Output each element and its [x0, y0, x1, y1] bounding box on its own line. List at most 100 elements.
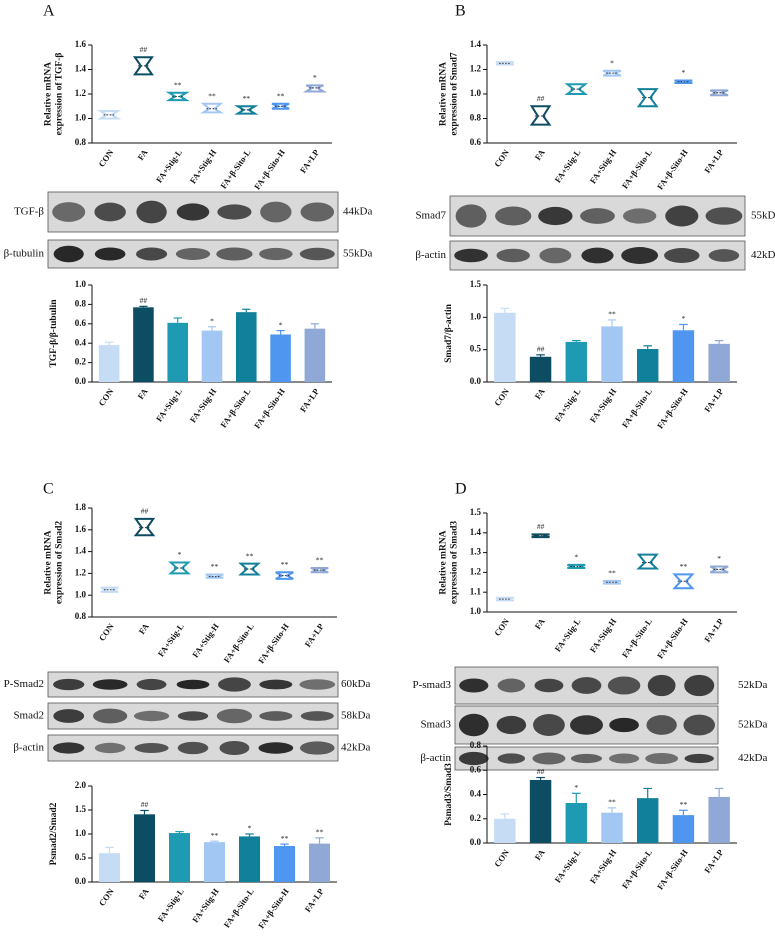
violin	[302, 84, 327, 93]
significance-label: **	[608, 798, 616, 807]
significance-label: ##	[537, 767, 545, 776]
bar	[601, 326, 623, 382]
panel-label: B	[455, 3, 466, 20]
x-tick-label: FA+LP	[298, 387, 321, 414]
bar	[98, 345, 120, 382]
y-tick-label: 1.0	[470, 311, 482, 321]
blot-band	[684, 674, 715, 697]
y-tick-label: 1.5	[470, 279, 482, 289]
significance-label: *	[610, 58, 614, 67]
y-axis-label: Relative mRNA	[44, 530, 54, 594]
blot-band	[299, 247, 335, 261]
violin	[271, 102, 290, 110]
blot-band	[683, 714, 715, 736]
panel-label: D	[455, 481, 467, 498]
blot-band	[496, 248, 530, 263]
bar	[494, 818, 516, 843]
y-tick-label: 1.4	[75, 546, 87, 556]
blot-band	[458, 713, 489, 737]
x-tick-label: FA+Stig-L	[156, 886, 186, 923]
blot-band	[622, 208, 657, 224]
y-tick-label: 0.8	[75, 611, 87, 621]
bar	[134, 814, 155, 882]
y-tick-label: 0.6	[75, 318, 87, 328]
violin	[132, 56, 154, 76]
violin	[564, 83, 589, 95]
blot-label: β-actin	[420, 752, 451, 764]
blot-band	[299, 741, 335, 755]
x-tick-label: FA+β-Sito-L	[218, 386, 252, 429]
blot-band	[93, 708, 128, 724]
blot-kda: 52kDa	[738, 719, 767, 731]
y-tick-label: 1.0	[470, 88, 482, 98]
blot-band	[259, 711, 293, 721]
y-tick-label: 0.2	[75, 357, 87, 367]
blot-band	[608, 753, 640, 764]
blot-band	[217, 204, 252, 220]
blot-label: β-actin	[13, 742, 44, 754]
bar	[565, 802, 587, 843]
y-tick-label: 0.4	[75, 337, 87, 347]
significance-label: *	[574, 553, 578, 562]
x-tick-label: FA+LP	[298, 148, 321, 175]
blot-band	[176, 679, 210, 690]
x-tick-label: FA	[532, 847, 547, 862]
x-tick-label: FA+Stig-L	[552, 147, 582, 184]
blot-kda: 42kDa	[751, 249, 775, 261]
blot-band	[665, 205, 699, 227]
y-tick-label: 1.2	[470, 566, 482, 576]
blot-label: Smad7	[415, 210, 446, 222]
blot-kda: 42kDa	[341, 742, 370, 754]
y-tick-label: 1.6	[75, 524, 87, 534]
y-axis-label: Psmad3/Smad3	[444, 763, 454, 826]
violin	[133, 517, 156, 537]
x-tick-label: FA+β-Sito-L	[221, 621, 255, 664]
blot-band	[570, 753, 603, 764]
blot-band	[532, 752, 566, 765]
blot-kda: 44kDa	[343, 206, 372, 218]
x-tick-label: FA+LP	[702, 617, 725, 644]
blot-band	[607, 676, 641, 695]
bar	[167, 322, 188, 382]
blot-kda: 55kDa	[343, 248, 372, 260]
significance-label: **	[208, 92, 216, 101]
significance-label: **	[608, 310, 616, 319]
x-tick-label: CON	[96, 147, 116, 169]
y-tick-label: 1.4	[470, 39, 482, 49]
bar	[304, 328, 326, 382]
y-axis-label: Relative mRNA	[439, 62, 449, 126]
blot-band	[136, 678, 167, 691]
blot-band	[569, 715, 604, 735]
bar	[529, 779, 552, 843]
y-axis-label: expression of Smad7	[450, 52, 460, 135]
x-tick-label: FA+Stig-L	[156, 621, 186, 658]
blot-band	[136, 247, 168, 261]
y-tick-label: 1.8	[75, 502, 87, 512]
violin	[709, 565, 729, 574]
violin	[495, 61, 514, 66]
y-tick-label: 1.1	[470, 586, 482, 596]
blot-kda: 52kDa	[738, 679, 767, 691]
blot-band	[571, 677, 602, 694]
significance-label: **	[608, 569, 616, 578]
bar	[672, 330, 695, 382]
x-tick-label: FA+LP	[702, 387, 725, 414]
blot-label: TGF-β	[14, 206, 44, 218]
blot-label: β-actin	[415, 249, 446, 261]
violin	[672, 573, 695, 590]
blot-band	[581, 247, 614, 264]
blot-kda: 42kDa	[738, 752, 767, 764]
panel-label: C	[43, 481, 54, 498]
y-tick-label: 1.4	[470, 527, 482, 537]
blot-band	[708, 249, 740, 262]
blot-band	[53, 742, 85, 754]
bar	[637, 349, 659, 382]
bar	[99, 853, 120, 882]
y-tick-label: 0.0	[75, 376, 87, 386]
y-tick-label: 1.4	[75, 64, 87, 74]
bar	[169, 833, 190, 882]
bar	[133, 307, 154, 382]
violin	[602, 69, 622, 77]
blot-band	[495, 206, 532, 226]
x-tick-label: FA+Stig-H	[588, 386, 619, 424]
